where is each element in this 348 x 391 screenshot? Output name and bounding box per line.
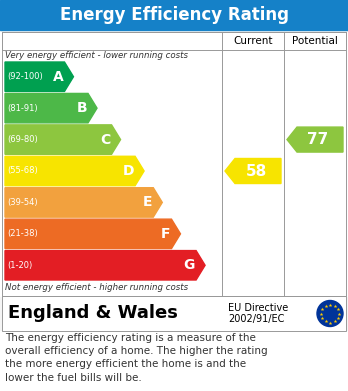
- Text: (1-20): (1-20): [7, 261, 32, 270]
- Text: (81-91): (81-91): [7, 104, 38, 113]
- Polygon shape: [5, 62, 73, 91]
- Text: (69-80): (69-80): [7, 135, 38, 144]
- Text: G: G: [184, 258, 195, 272]
- Text: F: F: [161, 227, 171, 241]
- Text: The energy efficiency rating is a measure of the
overall efficiency of a home. T: The energy efficiency rating is a measur…: [5, 333, 268, 383]
- Bar: [0, 32, 348, 296]
- Text: Very energy efficient - lower running costs: Very energy efficient - lower running co…: [5, 51, 188, 60]
- Bar: [0, 0, 348, 30]
- Polygon shape: [5, 188, 162, 217]
- Text: (21-38): (21-38): [7, 230, 38, 239]
- Polygon shape: [5, 219, 181, 249]
- Text: Potential: Potential: [292, 36, 338, 46]
- Text: Current: Current: [233, 36, 273, 46]
- Text: Not energy efficient - higher running costs: Not energy efficient - higher running co…: [5, 283, 188, 292]
- Bar: [2, 296, 346, 331]
- Polygon shape: [225, 158, 281, 183]
- Text: (92-100): (92-100): [7, 72, 43, 81]
- Polygon shape: [287, 127, 343, 152]
- Bar: [2, 32, 346, 50]
- Text: C: C: [100, 133, 111, 147]
- Text: E: E: [143, 196, 152, 210]
- Bar: [0, 331, 348, 391]
- Text: (55-68): (55-68): [7, 167, 38, 176]
- Text: 77: 77: [307, 132, 329, 147]
- Text: EU Directive
2002/91/EC: EU Directive 2002/91/EC: [228, 303, 288, 324]
- Text: 58: 58: [245, 163, 267, 179]
- Text: D: D: [122, 164, 134, 178]
- Polygon shape: [5, 156, 144, 186]
- Polygon shape: [5, 93, 97, 123]
- Text: England & Wales: England & Wales: [8, 305, 178, 323]
- Circle shape: [317, 301, 343, 326]
- Text: A: A: [53, 70, 63, 84]
- Text: (39-54): (39-54): [7, 198, 38, 207]
- Text: Energy Efficiency Rating: Energy Efficiency Rating: [60, 6, 288, 24]
- Bar: [2, 32, 346, 296]
- Polygon shape: [5, 251, 205, 280]
- Text: B: B: [77, 101, 87, 115]
- Polygon shape: [5, 125, 120, 154]
